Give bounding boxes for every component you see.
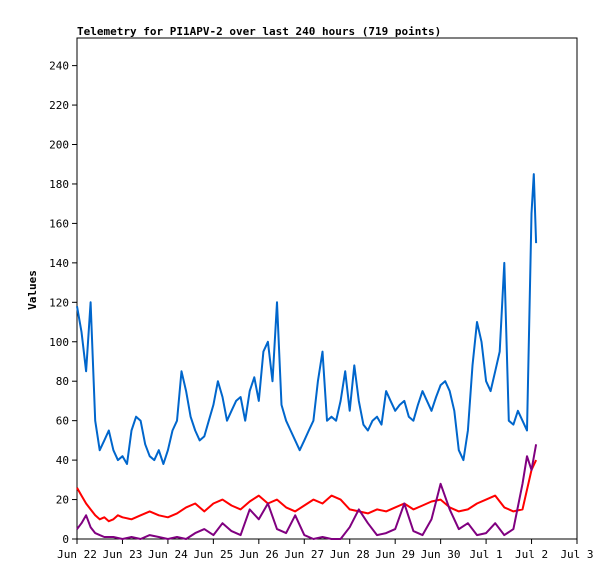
x-tick-label: Jun 27 [284, 548, 324, 561]
x-tick-label: Jun 23 [103, 548, 143, 561]
y-tick-label: 100 [49, 336, 69, 349]
x-tick-label: Jul 3 [560, 548, 593, 561]
y-tick-label: 0 [62, 533, 69, 546]
y-tick-label: 20 [56, 494, 69, 507]
x-tick-label: Jul 1 [470, 548, 503, 561]
y-tick-label: 140 [49, 257, 69, 270]
x-axis: Jun 22 Jun 23 Jun 24 Jun 25 Jun 26 Jun 27 Jun … [57, 539, 594, 561]
series-layer [76, 173, 538, 540]
y-tick-label: 80 [56, 375, 69, 388]
y-tick-label: 240 [49, 60, 69, 73]
y-tick-label: 180 [49, 178, 69, 191]
series-line-2 [76, 444, 538, 540]
chart-title: Telemetry for PI1APV-2 over last 240 hou… [77, 25, 441, 38]
x-tick-label: Jun 24 [148, 548, 188, 561]
y-tick-label: 220 [49, 99, 69, 112]
y-axis-title: Values [26, 270, 39, 310]
x-tick-label: Jun 28 [330, 548, 370, 561]
x-tick-label: Jul 2 [515, 548, 548, 561]
x-tick-label: Jun 22 [57, 548, 97, 561]
y-tick-label: 120 [49, 296, 69, 309]
y-tick-label: 160 [49, 217, 69, 230]
x-tick-label: Jun 25 [193, 548, 233, 561]
series-line-1 [76, 459, 538, 523]
y-axis: 0 20 40 60 80 100 120 140 160 180 200 220 240 [49, 60, 77, 546]
y-tick-label: 200 [49, 139, 69, 152]
y-tick-label: 40 [56, 454, 69, 467]
x-tick-label: Jun 26 [239, 548, 279, 561]
y-tick-label: 60 [56, 415, 69, 428]
x-tick-label: Jun 30 [421, 548, 461, 561]
x-tick-label: Jun 29 [375, 548, 415, 561]
series-line-0 [76, 173, 538, 465]
